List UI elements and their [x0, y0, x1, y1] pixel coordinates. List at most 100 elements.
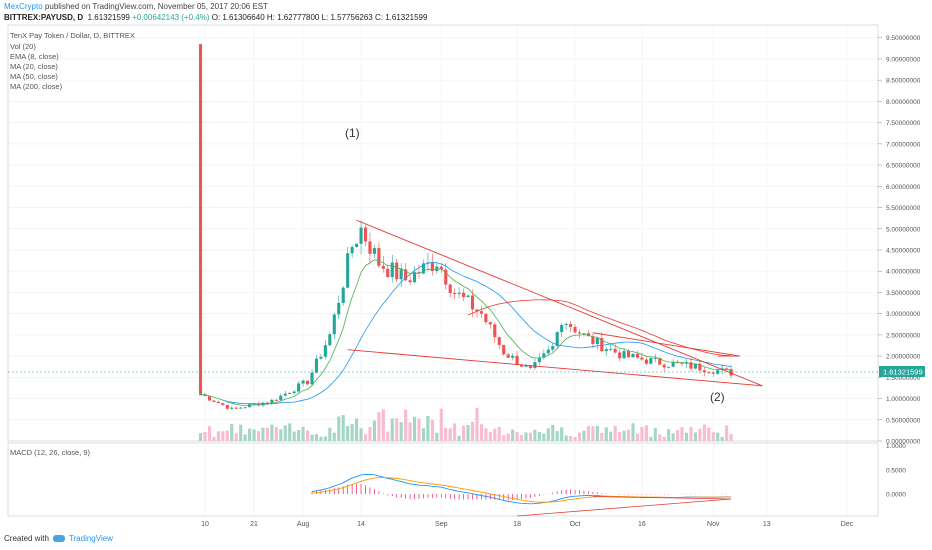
macd-pane — [311, 473, 732, 517]
candle — [448, 284, 452, 293]
candle — [622, 351, 626, 359]
candle — [350, 247, 354, 254]
volume-bar — [435, 432, 439, 441]
candle — [462, 292, 466, 298]
volume-bar — [577, 432, 582, 441]
x-tick-label: 13 — [763, 521, 771, 528]
volume-bar — [248, 428, 252, 441]
candle — [573, 326, 577, 333]
x-tick-label: Dec — [841, 521, 854, 528]
candle — [305, 380, 310, 385]
candle — [248, 404, 252, 408]
volume-bar — [582, 430, 586, 441]
volume-bar — [341, 415, 345, 441]
candle — [337, 302, 341, 315]
legend-macd[interactable]: MACD (12, 26, close, 9) — [10, 448, 91, 457]
y-tick-label: 5.50000000 — [886, 205, 921, 212]
volume-bar — [203, 432, 207, 441]
volume-bar — [462, 425, 466, 441]
tradingview-link[interactable]: TradingView — [68, 534, 113, 543]
volume-bar — [662, 436, 666, 441]
trendline — [592, 332, 741, 357]
candle — [444, 269, 448, 285]
volume-bar — [381, 409, 385, 441]
volume-bar — [355, 418, 359, 441]
candle — [582, 333, 586, 335]
y-tick-label: 4.50000000 — [886, 247, 921, 254]
candle — [595, 338, 599, 345]
candle — [519, 364, 524, 367]
volume-bar — [319, 436, 323, 441]
macd-trendline — [592, 496, 732, 500]
candle — [591, 336, 595, 345]
volume-bar — [252, 429, 256, 441]
time-axis[interactable]: 10 21 Aug 14 Sep 18 Oct 16 Nov 13 Dec — [201, 521, 854, 528]
candle — [399, 269, 403, 280]
candle — [207, 396, 212, 401]
macd-axis: 1.0000 0.5000 0.0000 — [886, 443, 906, 499]
legend-ema[interactable]: EMA (8, close) — [10, 52, 59, 61]
volume-bar — [609, 431, 613, 441]
candle — [404, 269, 408, 281]
volume-bar — [693, 432, 697, 441]
candle — [310, 372, 314, 385]
price-axis[interactable]: 9.50000000 9.00000000 8.50000000 8.00000000… — [878, 35, 921, 446]
candle — [484, 313, 488, 323]
legend-ma20[interactable]: MA (20, close) — [10, 62, 58, 71]
candle — [524, 365, 528, 367]
volume-bar — [653, 427, 657, 441]
candle — [560, 324, 564, 333]
volume-bar — [221, 431, 225, 441]
volume-bar — [622, 430, 626, 441]
legend-vol[interactable]: Vol (20) — [10, 42, 36, 51]
volume-bar — [412, 416, 417, 441]
volume-bar — [390, 418, 394, 441]
y-tick-label: 3.50000000 — [886, 290, 921, 297]
volume-bar — [560, 427, 564, 441]
volume-bar — [644, 425, 648, 441]
volume-bar — [323, 436, 327, 441]
volume-bar — [537, 431, 541, 441]
candle — [546, 349, 550, 354]
volume-bar — [346, 425, 350, 441]
tradingview-logo-icon — [52, 535, 65, 543]
x-tick-label: Oct — [570, 521, 581, 528]
trendline — [356, 219, 763, 387]
volume-bar — [689, 427, 693, 441]
volume-bar — [506, 433, 510, 441]
candle — [689, 362, 693, 369]
volume-bar — [707, 427, 711, 441]
y-tick-label: 6.50000000 — [886, 163, 921, 170]
candle — [470, 295, 475, 310]
candle — [466, 295, 470, 298]
y-tick-label: 7.00000000 — [886, 141, 921, 148]
volume-bar — [671, 433, 675, 441]
volume-bar — [711, 432, 715, 441]
candle — [707, 372, 711, 374]
x-tick-label: 18 — [513, 521, 521, 528]
candle — [497, 337, 501, 345]
volume-bar — [274, 427, 278, 441]
volume-bar — [515, 432, 519, 441]
candle — [328, 334, 332, 346]
legend-ma200[interactable]: MA (200, close) — [10, 82, 63, 91]
volume-bar — [288, 423, 292, 441]
candle — [225, 404, 229, 409]
volume-bar — [667, 429, 671, 441]
volume-bar — [363, 434, 368, 441]
volume-bar — [265, 427, 269, 441]
candle — [613, 348, 617, 353]
volume-bar — [386, 431, 390, 441]
candle — [256, 403, 261, 406]
candle — [252, 403, 256, 405]
legend-ma50[interactable]: MA (50, close) — [10, 72, 58, 81]
author-link[interactable]: MexCrypto — [4, 2, 43, 11]
candle — [662, 364, 666, 368]
y-tick-label: 8.00000000 — [886, 99, 921, 106]
volume-bar — [301, 426, 305, 441]
volume-bar — [626, 429, 631, 441]
candle — [635, 353, 640, 358]
volume-bar — [444, 427, 448, 441]
volume-bar — [702, 424, 706, 441]
